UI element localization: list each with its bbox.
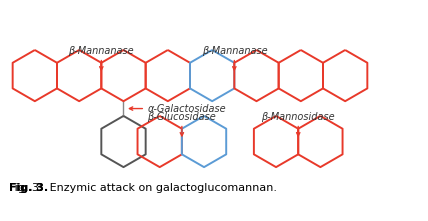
Text: Fig. 3.: Fig. 3. xyxy=(9,183,48,192)
Text: Fig. 3.: Fig. 3. xyxy=(9,183,48,192)
Text: β-Mannanase: β-Mannanase xyxy=(202,46,267,56)
Text: β-Glucosidase: β-Glucosidase xyxy=(148,112,216,122)
Text: Fig. 3.  Enzymic attack on galactoglucomannan.: Fig. 3. Enzymic attack on galactoglucoma… xyxy=(9,183,277,192)
Text: β-Mannosidase: β-Mannosidase xyxy=(262,112,335,122)
Text: β-Mannanase: β-Mannanase xyxy=(68,46,134,56)
Text: α-Galactosidase: α-Galactosidase xyxy=(148,104,226,114)
